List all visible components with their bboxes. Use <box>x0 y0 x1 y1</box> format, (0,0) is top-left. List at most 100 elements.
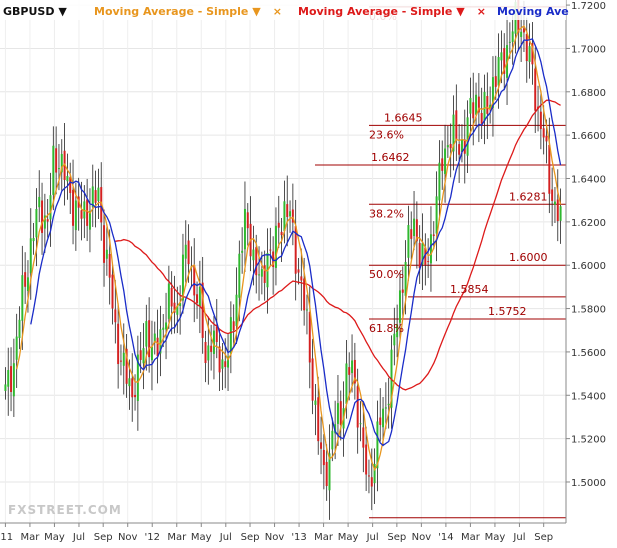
candle-body <box>438 162 441 201</box>
candle-body <box>365 444 368 475</box>
legend-ma-orange[interactable]: Moving Average - Simple ▼ × <box>94 5 282 18</box>
candle-body <box>421 243 424 265</box>
x-tick-label: Sep <box>387 532 406 543</box>
candle-body <box>60 153 63 173</box>
x-tick-label: Mar <box>20 532 40 543</box>
y-tick-label: 1.7200 <box>571 1 606 12</box>
y-tick-label: 1.6800 <box>571 88 606 99</box>
candle-body <box>170 287 173 307</box>
x-tick-label: Mar <box>461 532 481 543</box>
candle-body <box>314 400 317 405</box>
candle-body <box>269 249 272 251</box>
candle-body <box>139 350 142 360</box>
candle-body <box>15 336 18 360</box>
level-label: 23.6% <box>369 128 404 141</box>
candle-body <box>103 225 106 263</box>
x-tick-label: Sep <box>94 532 113 543</box>
candle-body <box>224 361 227 367</box>
candle-body <box>348 367 351 375</box>
candle-body <box>210 345 213 352</box>
candle-body <box>297 269 300 273</box>
candle-body <box>359 423 362 425</box>
candle-body <box>294 226 297 274</box>
candle-body <box>108 253 111 278</box>
candle-body <box>300 276 303 281</box>
level-label: 1.6000 <box>509 251 548 264</box>
candle-body <box>212 330 215 354</box>
legend-ma-blue[interactable]: Moving Ave <box>497 5 569 18</box>
legend[interactable]: GBPUSD ▼ Moving Average - Simple ▼ × Movi… <box>0 0 569 20</box>
candle-body <box>153 333 156 343</box>
candle-body <box>258 274 261 276</box>
candle-body <box>413 218 416 237</box>
candle-body <box>376 421 379 469</box>
candle-body <box>475 94 478 115</box>
candle-body <box>94 190 97 203</box>
candle-body <box>424 247 427 265</box>
candle-body <box>12 363 15 397</box>
candle-body <box>449 143 452 149</box>
x-tick-label: Sep <box>241 532 260 543</box>
candle-body <box>173 302 176 313</box>
candle-body <box>427 261 430 263</box>
candle-body <box>286 204 289 217</box>
candle-body <box>167 283 170 319</box>
candle-body <box>274 225 277 268</box>
candle-body <box>528 46 531 62</box>
candle-body <box>83 201 86 219</box>
candle-body <box>187 240 190 265</box>
y-tick-label: 1.5800 <box>571 305 606 316</box>
candle-body <box>542 128 545 138</box>
candle-body <box>111 274 114 309</box>
candle-body <box>429 234 432 264</box>
x-tick-label: Jul <box>219 532 232 543</box>
candle-body <box>207 345 210 361</box>
legend-symbol[interactable]: GBPUSD ▼ <box>3 5 67 18</box>
candle-body <box>150 346 153 361</box>
candle-body <box>460 139 463 153</box>
candle-body <box>320 442 323 449</box>
candle-body <box>494 76 497 87</box>
candle-body <box>136 354 139 402</box>
candle-body <box>97 187 100 202</box>
y-tick-label: 1.6000 <box>571 261 606 272</box>
candle-body <box>280 231 283 236</box>
candle-body <box>165 322 168 330</box>
x-axis-ticks: '11 Mar May Jul Sep Nov '12 Mar May Jul Sep Nov '13 M… <box>0 523 553 543</box>
candle-body <box>291 209 294 223</box>
x-tick-label: Mar <box>167 532 187 543</box>
candle-body <box>21 275 24 321</box>
candle-body <box>72 189 75 226</box>
candle-body <box>198 286 201 307</box>
candle-body <box>303 278 306 311</box>
candle-body <box>379 417 382 425</box>
candle-body <box>176 305 179 315</box>
candle-body <box>179 303 182 307</box>
candle-body <box>145 321 148 347</box>
candle-body <box>305 309 308 311</box>
candle-body <box>441 158 444 171</box>
candle-body <box>322 449 325 466</box>
candle-body <box>328 453 331 491</box>
candle-body <box>432 234 435 236</box>
candle-body <box>86 199 89 226</box>
candle-body <box>382 408 385 428</box>
candle-body <box>4 384 7 391</box>
x-tick-label: May <box>485 532 506 543</box>
y-tick-label: 1.6600 <box>571 131 606 142</box>
legend-ma-red[interactable]: Moving Average - Simple ▼ × <box>298 5 486 18</box>
candle-body <box>508 41 511 43</box>
x-tick-label: May <box>338 532 359 543</box>
candle-body <box>480 112 483 124</box>
candle-body <box>511 31 514 42</box>
y-tick-label: 1.5200 <box>571 435 606 446</box>
x-tick-label: Jul <box>366 532 379 543</box>
candle-body <box>32 237 35 242</box>
candle-body <box>88 211 91 230</box>
candle-body <box>232 321 235 331</box>
candle-body <box>486 96 489 114</box>
candle-body <box>241 250 244 253</box>
axes <box>0 0 567 524</box>
